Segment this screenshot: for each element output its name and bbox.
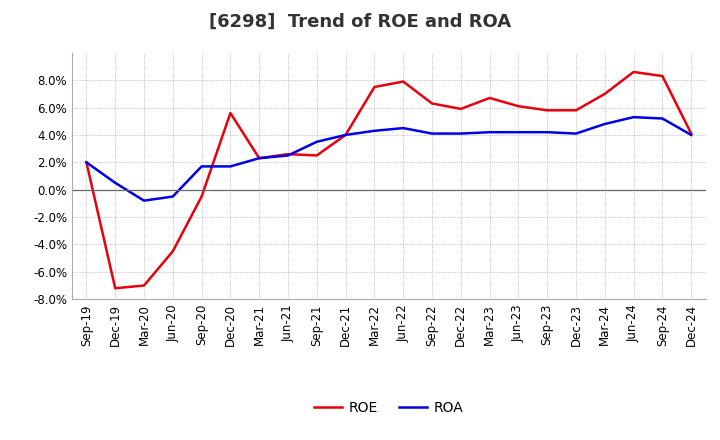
ROE bbox=[168, 249, 177, 254]
ROA bbox=[687, 132, 696, 138]
ROE bbox=[428, 101, 436, 106]
ROA bbox=[255, 156, 264, 161]
ROE bbox=[370, 84, 379, 90]
ROA bbox=[514, 129, 523, 135]
ROE bbox=[514, 103, 523, 109]
Legend: ROE, ROA: ROE, ROA bbox=[309, 395, 469, 420]
ROE bbox=[600, 91, 609, 96]
ROE bbox=[456, 106, 465, 112]
ROA bbox=[572, 131, 580, 136]
ROE bbox=[226, 110, 235, 116]
ROE bbox=[399, 79, 408, 84]
ROE bbox=[255, 156, 264, 161]
ROE bbox=[341, 132, 350, 138]
ROA bbox=[226, 164, 235, 169]
ROA bbox=[543, 129, 552, 135]
ROA bbox=[629, 114, 638, 120]
ROE bbox=[82, 160, 91, 165]
Line: ROA: ROA bbox=[86, 117, 691, 201]
ROA bbox=[140, 198, 148, 203]
ROA bbox=[197, 164, 206, 169]
Text: [6298]  Trend of ROE and ROA: [6298] Trend of ROE and ROA bbox=[209, 13, 511, 31]
ROE bbox=[111, 286, 120, 291]
ROA bbox=[370, 128, 379, 133]
ROE bbox=[312, 153, 321, 158]
ROA bbox=[341, 132, 350, 138]
ROA bbox=[456, 131, 465, 136]
ROE bbox=[140, 283, 148, 288]
ROA bbox=[82, 160, 91, 165]
ROA bbox=[168, 194, 177, 199]
ROE bbox=[658, 73, 667, 79]
Line: ROE: ROE bbox=[86, 72, 691, 288]
ROA bbox=[111, 180, 120, 186]
ROE bbox=[284, 151, 292, 157]
ROA bbox=[312, 139, 321, 144]
ROA bbox=[399, 125, 408, 131]
ROA bbox=[428, 131, 436, 136]
ROE bbox=[687, 131, 696, 136]
ROA bbox=[658, 116, 667, 121]
ROA bbox=[600, 121, 609, 127]
ROA bbox=[284, 153, 292, 158]
ROA bbox=[485, 129, 494, 135]
ROE bbox=[485, 95, 494, 101]
ROE bbox=[572, 108, 580, 113]
ROE bbox=[629, 70, 638, 75]
ROE bbox=[197, 194, 206, 199]
ROE bbox=[543, 108, 552, 113]
